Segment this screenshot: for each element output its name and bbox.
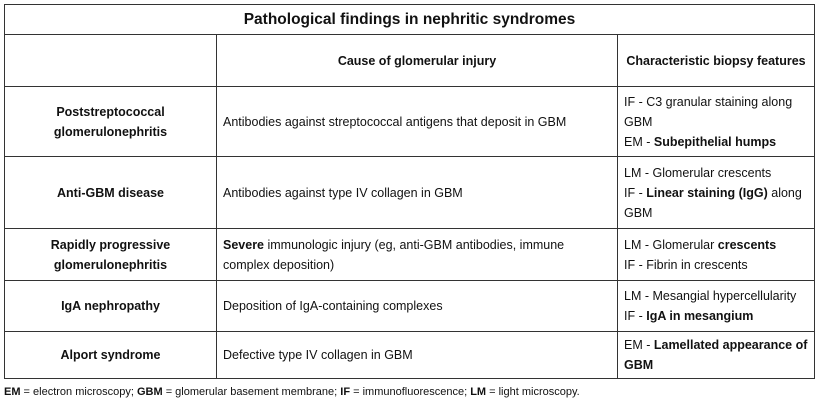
text-segment: = electron microscopy; xyxy=(20,386,137,398)
table-row: Anti-GBM disease Antibodies against type… xyxy=(4,156,815,229)
bold-text: LM xyxy=(470,386,487,398)
text-segment: IF - xyxy=(624,309,647,323)
condition-name: Alport syndrome xyxy=(4,331,217,379)
biopsy-line: IF - Fibrin in crescents xyxy=(624,255,808,275)
text-segment: = glomerular basement membrane; xyxy=(162,386,341,398)
bold-text: IgA in mesangium xyxy=(646,309,754,323)
findings-table-container: Pathological findings in nephritic syndr… xyxy=(4,4,815,379)
text-segment: LM - Glomerular crescents xyxy=(624,165,772,180)
text-segment: along GBM xyxy=(624,185,802,220)
header-biopsy: Characteristic biopsy features xyxy=(617,34,815,87)
text-segment: IF - xyxy=(624,185,647,200)
bold-text: Linear staining (IgG) xyxy=(646,185,768,200)
header-cause: Cause of glomerular injury xyxy=(216,34,618,87)
bold-text: crescents xyxy=(717,237,777,252)
title-row: Pathological findings in nephritic syndr… xyxy=(4,4,815,35)
text-segment: EM - xyxy=(624,134,654,149)
text-segment: immunologic injury (eg, anti-GBM antibod… xyxy=(223,237,565,272)
table-row: Poststreptococcal glomerulonephritis Ant… xyxy=(4,86,815,157)
cause-cell: Deposition of IgA-containing complexes xyxy=(216,280,618,332)
bold-text: Lamellated appearance of GBM xyxy=(624,338,808,372)
condition-name: Anti-GBM disease xyxy=(4,156,217,229)
footnote: EM = electron microscopy; GBM = glomerul… xyxy=(4,385,580,399)
cause-cell: Antibodies against type IV collagen in G… xyxy=(216,156,618,229)
biopsy-line: EM - Lamellated appearance of GBM xyxy=(624,335,808,375)
bold-text: Subepithelial humps xyxy=(653,134,777,149)
condition-name: IgA nephropathy xyxy=(4,280,217,332)
text-segment: IF - Fibrin in crescents xyxy=(624,257,748,272)
table-title: Pathological findings in nephritic syndr… xyxy=(4,4,815,35)
text-segment: = immunofluorescence; xyxy=(350,386,471,398)
text-segment: Antibodies against streptococcal antigen… xyxy=(223,114,567,129)
text-segment: LM - Glomerular xyxy=(624,237,718,252)
bold-text: Severe xyxy=(223,237,265,252)
biopsy-line: LM - Glomerular crescents xyxy=(624,235,808,255)
bold-text: EM xyxy=(4,386,21,398)
text-segment: LM - Mesangial hypercellularity xyxy=(624,289,797,303)
text-segment: Antibodies against type IV collagen in G… xyxy=(223,185,463,200)
biopsy-cell: LM - Mesangial hypercellularity IF - IgA … xyxy=(617,280,815,332)
biopsy-line: EM - Subepithelial humps xyxy=(624,132,808,152)
findings-table: Pathological findings in nephritic syndr… xyxy=(4,4,815,379)
biopsy-line: IF - C3 granular staining along GBM xyxy=(624,92,808,132)
text-segment: EM - xyxy=(624,338,654,352)
bold-text: GBM xyxy=(136,386,163,398)
cause-cell: Defective type IV collagen in GBM xyxy=(216,331,618,379)
cause-cell: Antibodies against streptococcal antigen… xyxy=(216,86,618,157)
text-segment: = light microscopy. xyxy=(486,386,580,398)
table-row: Rapidly progressive glomerulonephritis S… xyxy=(4,228,815,281)
text-segment: Deposition of IgA-containing complexes xyxy=(223,299,443,313)
header-condition xyxy=(4,34,217,87)
condition-name: Rapidly progressive glomerulonephritis xyxy=(4,228,217,281)
text-segment: Defective type IV collagen in GBM xyxy=(223,348,413,362)
biopsy-line: IF - Linear staining (IgG) along GBM xyxy=(624,183,808,223)
table-row: IgA nephropathy Deposition of IgA-contai… xyxy=(4,280,815,332)
header-row: Cause of glomerular injury Characteristi… xyxy=(4,34,815,87)
biopsy-cell: IF - C3 granular staining along GBM EM - … xyxy=(617,86,815,157)
biopsy-cell: LM - Glomerular crescents IF - Fibrin in … xyxy=(617,228,815,281)
biopsy-cell: EM - Lamellated appearance of GBM xyxy=(617,331,815,379)
cause-cell: Severe immunologic injury (eg, anti-GBM … xyxy=(216,228,618,281)
bold-text: IF xyxy=(340,386,351,398)
biopsy-cell: LM - Glomerular crescents IF - Linear sta… xyxy=(617,156,815,229)
biopsy-line: LM - Mesangial hypercellularity xyxy=(624,286,808,306)
condition-name: Poststreptococcal glomerulonephritis xyxy=(4,86,217,157)
table-row: Alport syndrome Defective type IV collag… xyxy=(4,331,815,379)
biopsy-line: LM - Glomerular crescents xyxy=(624,163,808,183)
biopsy-line: IF - IgA in mesangium xyxy=(624,306,808,326)
text-segment: IF - C3 granular staining along GBM xyxy=(624,94,793,129)
